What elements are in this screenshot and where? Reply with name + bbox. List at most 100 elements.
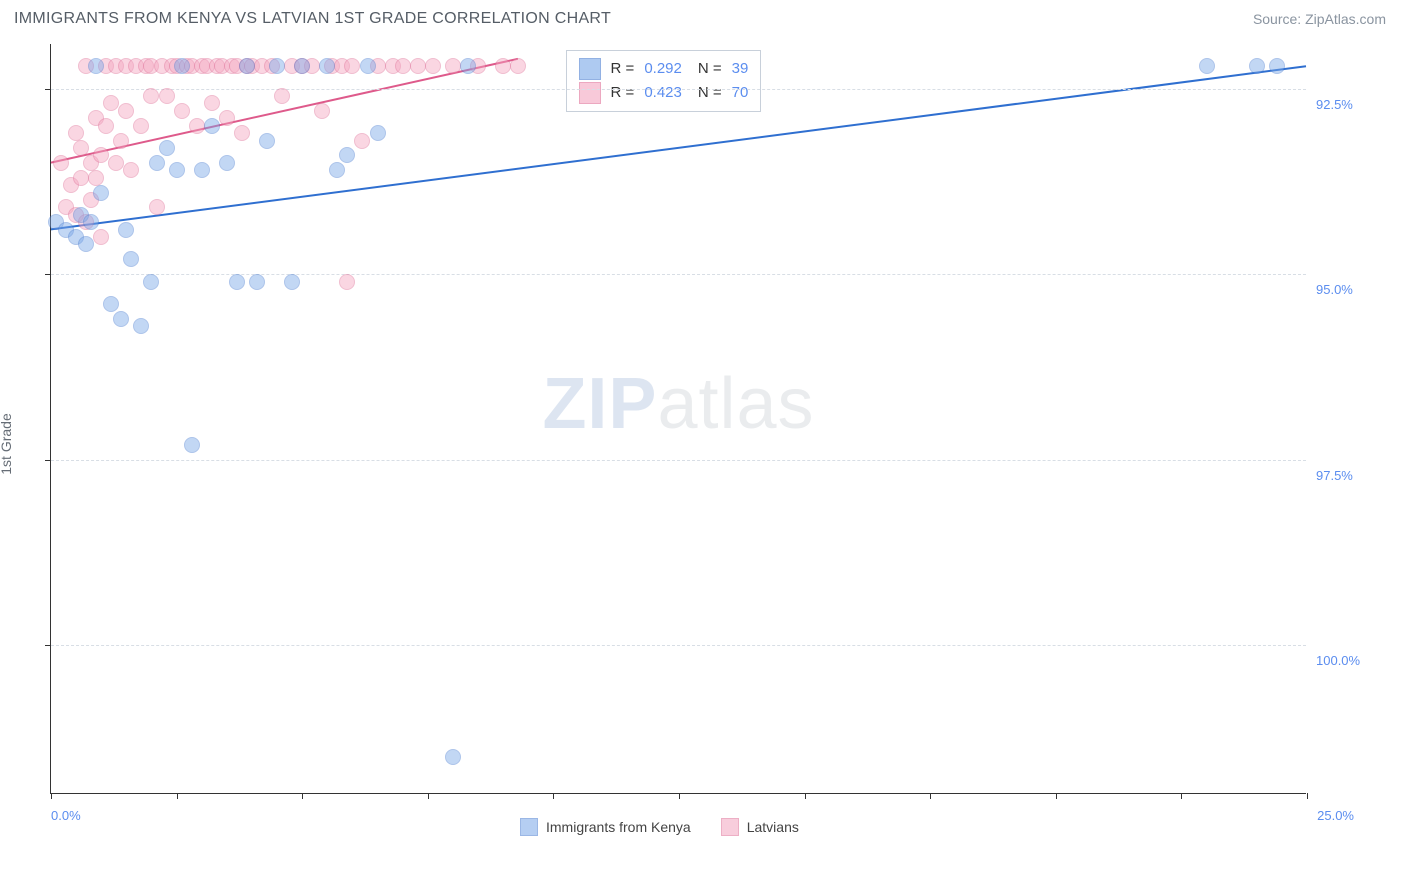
data-point xyxy=(159,140,175,156)
y-tick xyxy=(45,645,51,646)
data-point xyxy=(204,118,220,134)
data-point xyxy=(103,95,119,111)
trend-lines xyxy=(51,44,1306,793)
data-point xyxy=(53,155,69,171)
data-point xyxy=(143,88,159,104)
data-point xyxy=(495,58,511,74)
data-point xyxy=(339,274,355,290)
legend-r-value: 0.292 xyxy=(644,57,682,81)
y-tick xyxy=(45,460,51,461)
data-point xyxy=(219,155,235,171)
legend-r-label: R = xyxy=(611,81,635,105)
y-tick-label: 97.5% xyxy=(1316,468,1396,483)
data-point xyxy=(93,147,109,163)
x-tick xyxy=(1181,793,1182,799)
x-min-label: 0.0% xyxy=(51,808,81,823)
data-point xyxy=(219,110,235,126)
legend-series-label: Immigrants from Kenya xyxy=(546,819,691,835)
data-point xyxy=(370,125,386,141)
legend-n-label: N = xyxy=(698,57,722,81)
data-point xyxy=(113,133,129,149)
legend-swatch xyxy=(721,818,739,836)
data-point xyxy=(460,58,476,74)
data-point xyxy=(159,88,175,104)
y-tick-label: 95.0% xyxy=(1316,282,1396,297)
data-point xyxy=(239,58,255,74)
legend-swatch xyxy=(579,58,601,80)
data-point xyxy=(133,118,149,134)
data-point xyxy=(204,95,220,111)
data-point xyxy=(184,437,200,453)
legend-series: Immigrants from Kenya Latvians xyxy=(520,818,799,836)
data-point xyxy=(73,170,89,186)
data-point xyxy=(194,162,210,178)
data-point xyxy=(510,58,526,74)
legend-r-label: R = xyxy=(611,57,635,81)
x-max-label: 25.0% xyxy=(1317,808,1354,823)
data-point xyxy=(1199,58,1215,74)
data-point xyxy=(274,88,290,104)
data-point xyxy=(229,274,245,290)
data-point xyxy=(319,58,335,74)
data-point xyxy=(410,58,426,74)
data-point xyxy=(98,118,114,134)
data-point xyxy=(83,214,99,230)
data-point xyxy=(314,103,330,119)
data-point xyxy=(395,58,411,74)
data-point xyxy=(234,125,250,141)
data-point xyxy=(149,155,165,171)
x-tick xyxy=(428,793,429,799)
x-tick xyxy=(177,793,178,799)
y-tick xyxy=(45,89,51,90)
legend-correlation-box: R =0.292N =39R =0.423N =70 xyxy=(566,50,762,112)
legend-bottom-item: Latvians xyxy=(721,818,799,836)
data-point xyxy=(189,118,205,134)
data-point xyxy=(68,125,84,141)
plot-area: ZIPatlas R =0.292N =39R =0.423N =70 100.… xyxy=(50,44,1306,794)
data-point xyxy=(1269,58,1285,74)
data-point xyxy=(78,236,94,252)
data-point xyxy=(113,311,129,327)
x-tick xyxy=(1307,793,1308,799)
y-tick-label: 100.0% xyxy=(1316,653,1396,668)
data-point xyxy=(123,162,139,178)
data-point xyxy=(174,58,190,74)
x-tick xyxy=(679,793,680,799)
data-point xyxy=(118,103,134,119)
data-point xyxy=(354,133,370,149)
data-point xyxy=(123,251,139,267)
x-tick xyxy=(51,793,52,799)
chart-container: 1st Grade ZIPatlas R =0.292N =39R =0.423… xyxy=(0,34,1406,854)
data-point xyxy=(360,58,376,74)
y-tick xyxy=(45,274,51,275)
data-point xyxy=(344,58,360,74)
data-point xyxy=(294,58,310,74)
gridline xyxy=(51,645,1306,646)
gridline xyxy=(51,460,1306,461)
x-tick xyxy=(553,793,554,799)
data-point xyxy=(108,155,124,171)
data-point xyxy=(88,58,104,74)
data-point xyxy=(93,229,109,245)
legend-row: R =0.423N =70 xyxy=(579,81,749,105)
legend-series-label: Latvians xyxy=(747,819,799,835)
data-point xyxy=(103,296,119,312)
legend-n-label: N = xyxy=(698,81,722,105)
data-point xyxy=(118,222,134,238)
chart-title: IMMIGRANTS FROM KENYA VS LATVIAN 1ST GRA… xyxy=(14,10,611,28)
data-point xyxy=(169,162,185,178)
data-point xyxy=(149,199,165,215)
y-axis-label: 1st Grade xyxy=(0,413,14,474)
legend-swatch xyxy=(520,818,538,836)
data-point xyxy=(133,318,149,334)
chart-source: Source: ZipAtlas.com xyxy=(1253,11,1386,27)
legend-swatch xyxy=(579,82,601,104)
gridline xyxy=(51,89,1306,90)
data-point xyxy=(269,58,285,74)
x-tick xyxy=(805,793,806,799)
data-point xyxy=(174,103,190,119)
data-point xyxy=(259,133,275,149)
data-point xyxy=(93,185,109,201)
x-tick xyxy=(930,793,931,799)
data-point xyxy=(284,274,300,290)
